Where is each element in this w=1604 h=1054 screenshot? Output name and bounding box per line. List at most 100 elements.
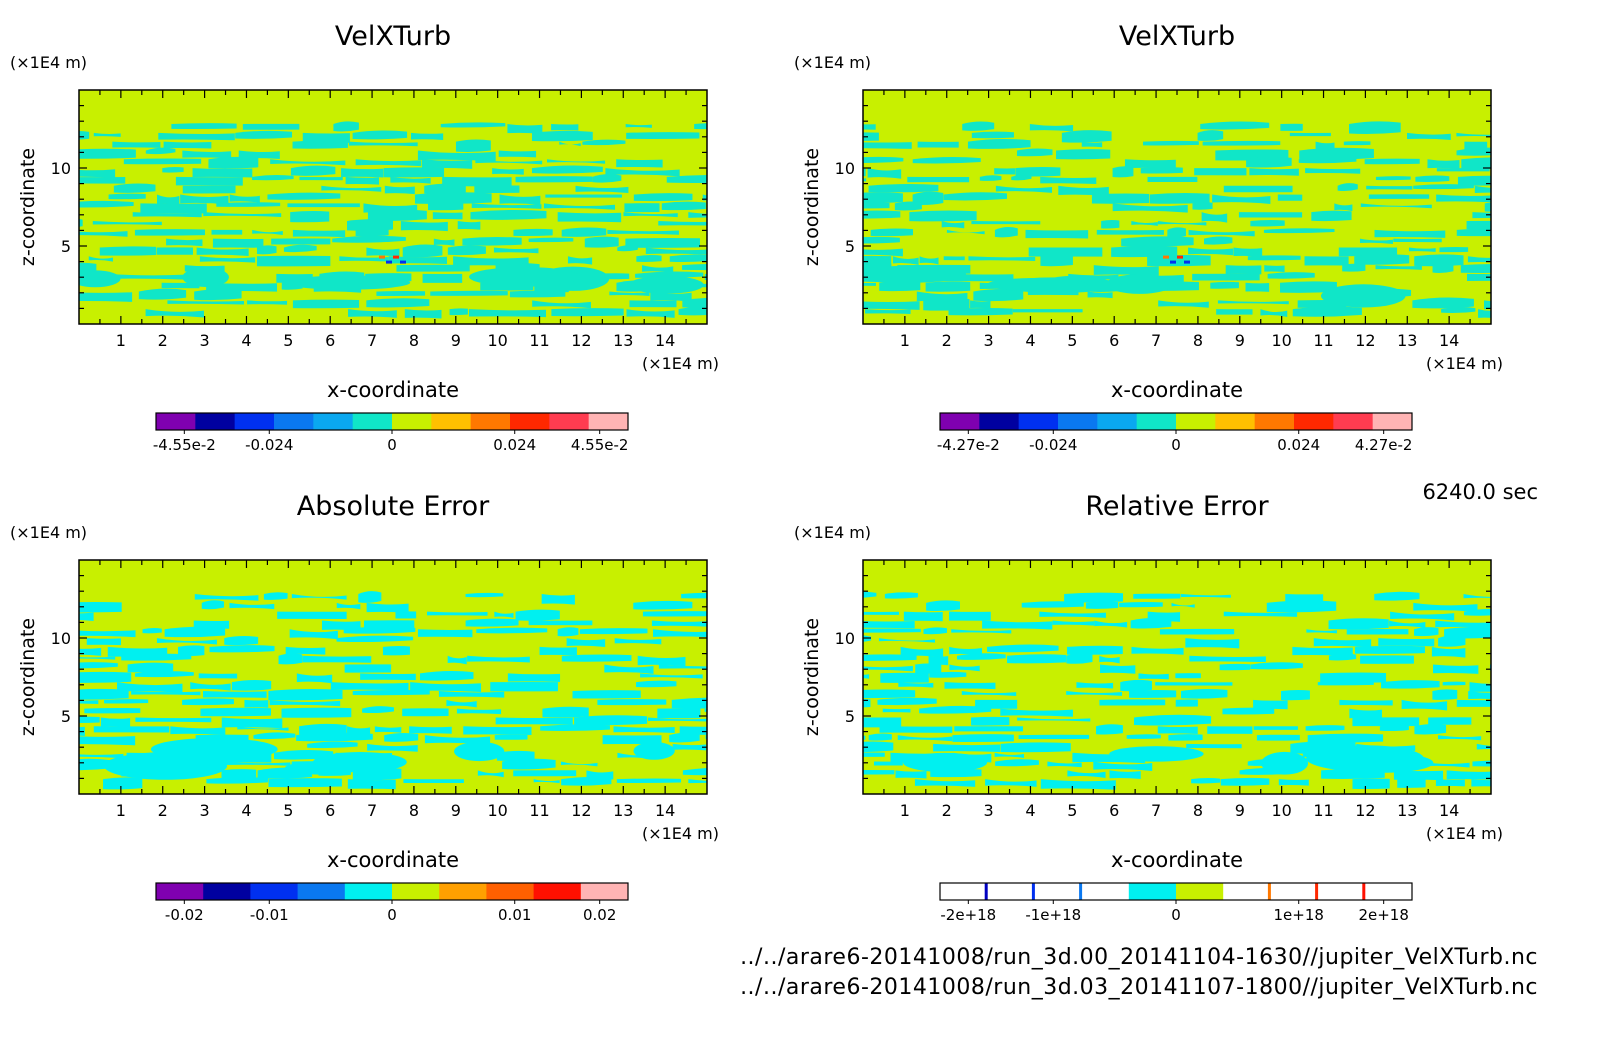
colorbar-swatch — [1058, 413, 1098, 430]
panel-3: Absolute Error(×1E4 m)1 2 3 4 5 6 7 8 9 10 11 12 13 1… — [10, 491, 719, 924]
colorbar-swatch — [1176, 883, 1224, 900]
x-tick-label: 9 — [1235, 331, 1245, 350]
colorbar-swatch — [1081, 883, 1130, 900]
colorbar-tick-label: -1e+18 — [1025, 906, 1081, 924]
x-tick-label: 8 — [409, 801, 419, 820]
x-tick-label: 8 — [409, 331, 419, 350]
colorbar-swatch — [1270, 883, 1319, 900]
panel-4: Relative Error(×1E4 m)1 2 3 4 5 6 7 8 9 10 11 12 13 1… — [794, 491, 1503, 924]
colorbar-swatch — [297, 883, 346, 900]
colorbar-swatch — [940, 883, 988, 900]
colorbar-swatch — [580, 883, 629, 900]
panel-title: Relative Error — [1085, 491, 1269, 522]
colorbar-swatch — [588, 413, 629, 430]
colorbar-tick-label: 0 — [387, 906, 397, 924]
colorbar-swatch — [1215, 413, 1256, 430]
colorbar-tick-label: -4.55e-2 — [153, 436, 216, 454]
x-tick-label: 11 — [529, 801, 549, 820]
colorbar-swatch — [533, 883, 582, 900]
time-label: 6240.0 sec — [1422, 480, 1538, 504]
x-tick-label: 5 — [283, 331, 293, 350]
colorbar: -0.02 -0.01 0 0.01 0.02 — [155, 882, 629, 924]
colorbar-swatch — [1317, 883, 1366, 900]
colorbar-swatch — [987, 883, 1035, 900]
file-path-1: ../../arare6-20141008/run_3d.00_20141104… — [740, 945, 1538, 970]
colorbar-tick-label: 0.01 — [498, 906, 531, 924]
colorbar-tick-label: 2e+18 — [1358, 906, 1408, 924]
x-tick-label: 3 — [984, 801, 994, 820]
x-unit-label: (×1E4 m) — [1426, 824, 1503, 843]
colorbar-swatch — [1097, 413, 1138, 430]
x-tick-label: 10 — [487, 801, 507, 820]
x-axis-label: x-coordinate — [327, 378, 459, 402]
x-tick-label: 8 — [1193, 331, 1203, 350]
x-tick-label: 7 — [367, 801, 377, 820]
field-pattern — [79, 121, 707, 319]
x-tick-label: 6 — [325, 801, 335, 820]
x-tick-label: 4 — [1025, 331, 1035, 350]
z-tick-label: 5 — [845, 237, 855, 256]
x-axis-label: x-coordinate — [1111, 378, 1243, 402]
x-tick-label: 12 — [571, 331, 591, 350]
colorbar-swatch — [344, 883, 393, 900]
z-tick-label: 5 — [61, 237, 71, 256]
x-tick-label: 2 — [942, 801, 952, 820]
x-tick-label: 3 — [200, 801, 210, 820]
x-tick-label: 14 — [1439, 801, 1459, 820]
colorbar-swatch — [431, 413, 472, 430]
colorbar-tick-label: -0.02 — [165, 906, 204, 924]
colorbar-tick-label: 1e+18 — [1274, 906, 1324, 924]
x-tick-label: 5 — [283, 801, 293, 820]
x-tick-label: 12 — [571, 801, 591, 820]
colorbar-tick-label: 0.024 — [493, 436, 536, 454]
colorbar-swatch — [510, 413, 550, 430]
colorbar-tick-label: 0 — [1171, 436, 1181, 454]
colorbar-tick-label: -4.27e-2 — [937, 436, 1000, 454]
panel-title: Absolute Error — [297, 491, 490, 522]
colorbar-swatch — [470, 413, 511, 430]
x-tick-label: 9 — [451, 801, 461, 820]
colorbar-swatch — [979, 413, 1020, 430]
colorbar-swatch — [195, 413, 236, 430]
z-unit-label: (×1E4 m) — [10, 523, 87, 542]
x-tick-label: 12 — [1355, 331, 1375, 350]
colorbar-swatch — [940, 413, 980, 430]
colorbar-swatch — [549, 413, 590, 430]
colorbar-swatch — [1364, 883, 1413, 900]
z-tick-label: 10 — [51, 629, 71, 648]
x-tick-label: 6 — [1109, 801, 1119, 820]
x-tick-label: 3 — [984, 331, 994, 350]
colorbar-tick-label: -0.024 — [245, 436, 293, 454]
colorbar-swatch — [1136, 413, 1177, 430]
colorbar-tick-label: -0.01 — [250, 906, 289, 924]
x-tick-label: 14 — [655, 801, 675, 820]
z-tick-label: 10 — [835, 629, 855, 648]
colorbar-swatch — [1034, 883, 1083, 900]
x-tick-label: 14 — [1439, 331, 1459, 350]
panel-title: VelXTurb — [1119, 21, 1235, 52]
colorbar-swatch — [250, 883, 299, 900]
x-tick-label: 5 — [1067, 331, 1077, 350]
x-tick-label: 13 — [1397, 801, 1417, 820]
colorbar-tick-label: 4.27e-2 — [1355, 436, 1413, 454]
panel-2: VelXTurb(×1E4 m)1 2 3 4 5 6 7 8 9 10 11 12 13 14510(×… — [794, 21, 1503, 454]
colorbar-swatch — [392, 413, 432, 430]
colorbar-swatch — [1254, 413, 1295, 430]
colorbar-tick-label: 0 — [1171, 906, 1181, 924]
x-tick-label: 5 — [1067, 801, 1077, 820]
x-tick-label: 1 — [116, 801, 126, 820]
colorbar: -2e+18 -1e+18 0 1e+18 2e+18 — [939, 882, 1413, 924]
file-path-2: ../../arare6-20141008/run_3d.03_20141107… — [740, 975, 1538, 1000]
z-unit-label: (×1E4 m) — [10, 53, 87, 72]
colorbar-swatch — [486, 883, 535, 900]
colorbar-tick-label: -2e+18 — [940, 906, 996, 924]
x-tick-label: 3 — [200, 331, 210, 350]
x-tick-label: 2 — [942, 331, 952, 350]
x-tick-label: 1 — [900, 331, 910, 350]
colorbar-swatch — [1176, 413, 1216, 430]
colorbar-swatch — [234, 413, 275, 430]
colorbar-swatch — [1294, 413, 1334, 430]
x-tick-label: 7 — [367, 331, 377, 350]
x-tick-label: 4 — [1025, 801, 1035, 820]
z-tick-label: 10 — [835, 159, 855, 178]
